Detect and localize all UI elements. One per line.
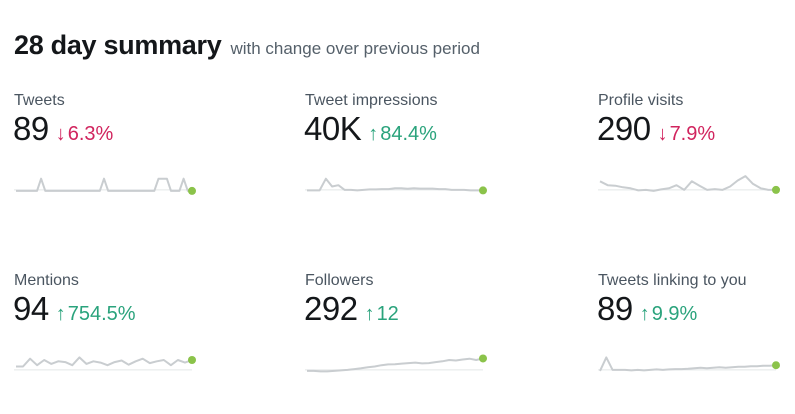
metric-value: 94 bbox=[13, 290, 49, 327]
metric-card-tweet-impressions: Tweet impressions 40K ↑ 84.4% bbox=[304, 92, 495, 212]
sparkline-chart bbox=[305, 354, 487, 373]
metric-change: ↑ 84.4% bbox=[368, 123, 437, 146]
metric-value-row: 292 ↑ 12 bbox=[304, 290, 399, 328]
metric-change: ↓ 6.3% bbox=[56, 123, 114, 146]
metric-value-row: 89 ↓ 6.3% bbox=[13, 110, 113, 148]
arrow-down-icon: ↓ bbox=[55, 123, 66, 145]
sparkline-line bbox=[307, 177, 483, 192]
arrow-up-icon: ↑ bbox=[368, 123, 379, 145]
sparkline-line bbox=[599, 175, 776, 192]
metric-change-text: 84.4% bbox=[380, 123, 437, 145]
sparkline-chart bbox=[14, 177, 196, 195]
metric-change: ↑ 9.9% bbox=[640, 303, 698, 326]
metric-label: Mentions bbox=[14, 272, 79, 289]
sparkline-line bbox=[599, 356, 777, 372]
sparkline-end-dot bbox=[188, 356, 196, 364]
sparkline-end-dot bbox=[772, 361, 780, 370]
arrow-up-icon: ↑ bbox=[55, 303, 66, 325]
metric-card-tweets-linking: Tweets linking to you 89 ↑ 9.9% bbox=[597, 272, 788, 392]
metric-change-text: 9.9% bbox=[651, 303, 698, 325]
metric-value-row: 94 ↑ 754.5% bbox=[13, 290, 136, 328]
metric-change-text: 754.5% bbox=[67, 303, 136, 325]
sparkline-end-dot bbox=[188, 186, 196, 195]
sparkline-end-dot bbox=[479, 354, 487, 363]
metric-card-tweets: Tweets 89 ↓ 6.3% bbox=[13, 92, 204, 212]
metric-change: ↓ 7.9% bbox=[658, 123, 716, 146]
metric-card-mentions: Mentions 94 ↑ 754.5% bbox=[13, 272, 204, 392]
summary-subtitle: with change over previous period bbox=[230, 39, 480, 58]
metric-change: ↑ 754.5% bbox=[56, 303, 136, 326]
metric-value-row: 40K ↑ 84.4% bbox=[304, 110, 437, 148]
metric-change-text: 6.3% bbox=[67, 123, 114, 145]
metric-value: 292 bbox=[304, 290, 358, 327]
metric-label: Tweet impressions bbox=[305, 92, 438, 109]
metric-change-text: 7.9% bbox=[669, 123, 716, 145]
sparkline-chart bbox=[305, 177, 487, 195]
arrow-up-icon: ↑ bbox=[364, 303, 375, 325]
sparkline-line bbox=[16, 177, 192, 192]
metric-value-row: 89 ↑ 9.9% bbox=[597, 290, 697, 328]
metric-value-row: 290 ↓ 7.9% bbox=[597, 110, 715, 148]
summary-title: 28 day summary bbox=[14, 30, 222, 60]
sparkline-chart bbox=[598, 356, 780, 372]
sparkline-end-dot bbox=[479, 186, 487, 195]
sparkline-line bbox=[16, 356, 193, 368]
metric-change-text: 12 bbox=[376, 303, 399, 325]
sparkline-end-dot bbox=[772, 185, 780, 194]
summary-header: 28 day summary with change over previous… bbox=[14, 30, 480, 61]
sparkline-line bbox=[307, 357, 484, 373]
metric-card-profile-visits: Profile visits 290 ↓ 7.9% bbox=[597, 92, 788, 212]
metric-value: 290 bbox=[597, 110, 651, 147]
sparkline-chart bbox=[598, 175, 780, 194]
metric-label: Tweets bbox=[14, 92, 65, 109]
metric-label: Profile visits bbox=[598, 92, 684, 109]
metric-label: Followers bbox=[305, 272, 374, 289]
arrow-down-icon: ↓ bbox=[657, 123, 668, 145]
metric-label: Tweets linking to you bbox=[598, 272, 747, 289]
arrow-up-icon: ↑ bbox=[639, 303, 650, 325]
metric-value: 89 bbox=[13, 110, 49, 147]
metric-card-followers: Followers 292 ↑ 12 bbox=[304, 272, 495, 392]
sparkline-chart bbox=[14, 356, 196, 371]
metric-value: 40K bbox=[304, 110, 362, 147]
metric-change: ↑ 12 bbox=[365, 303, 399, 326]
metric-value: 89 bbox=[597, 290, 633, 327]
